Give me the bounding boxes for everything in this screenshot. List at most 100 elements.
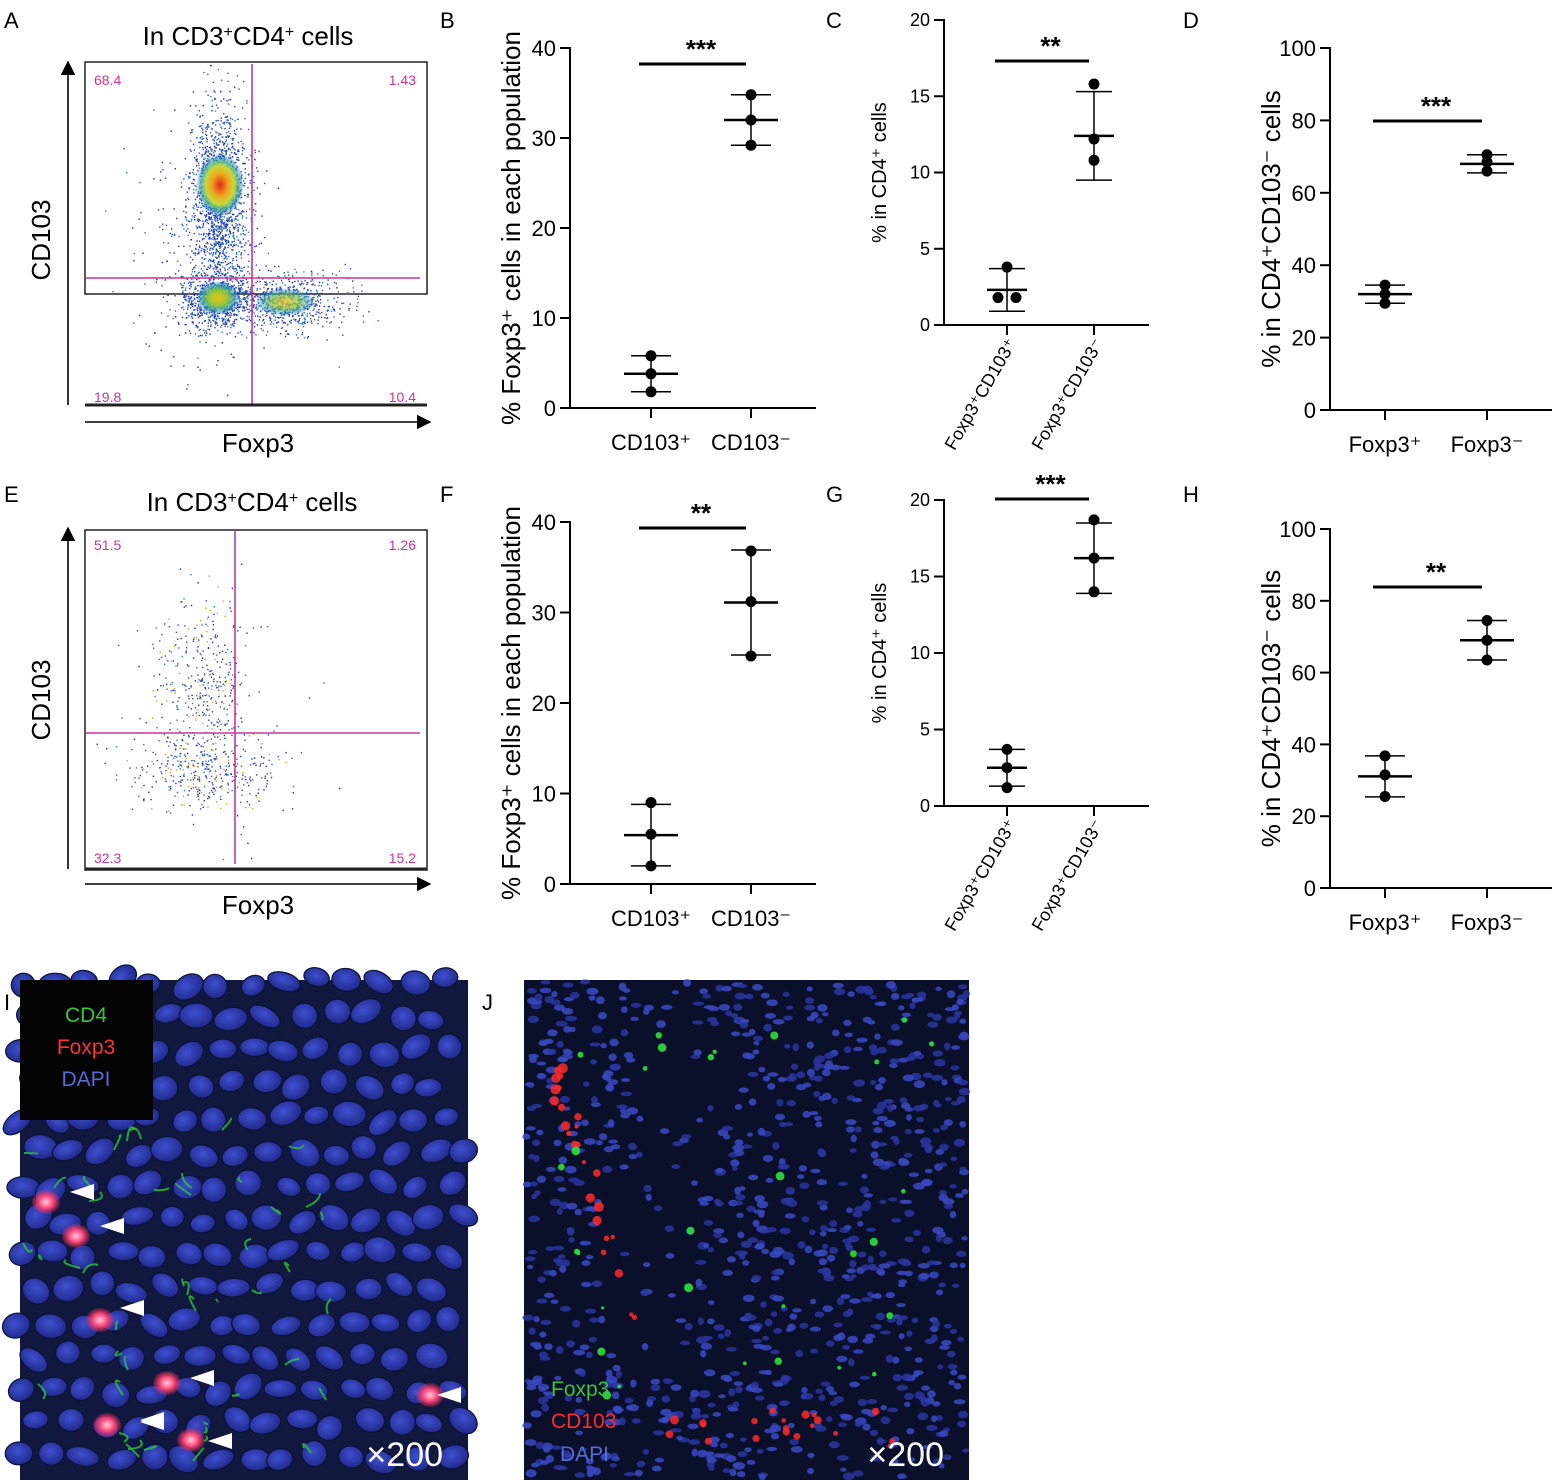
event-dot bbox=[227, 255, 230, 258]
event-dot bbox=[197, 335, 200, 337]
event-dot bbox=[224, 323, 226, 326]
event-dot bbox=[342, 334, 344, 336]
nucleus bbox=[733, 1381, 744, 1386]
quadrant-lr-a: 10.4 bbox=[389, 389, 416, 405]
nucleus bbox=[132, 1169, 163, 1196]
event-dot bbox=[188, 122, 190, 124]
nucleus bbox=[368, 1041, 401, 1069]
event-dot bbox=[148, 791, 150, 793]
event-dot bbox=[215, 147, 218, 149]
event-dot bbox=[214, 634, 217, 636]
event-dot bbox=[213, 246, 215, 248]
nucleus bbox=[810, 1298, 817, 1305]
event-dot bbox=[192, 823, 195, 826]
event-dot bbox=[196, 792, 199, 794]
nucleus bbox=[334, 1171, 365, 1193]
event-dot bbox=[213, 279, 215, 281]
event-dot bbox=[185, 605, 187, 607]
event-dot bbox=[220, 262, 223, 264]
event-dot bbox=[185, 287, 187, 289]
event-dot bbox=[291, 274, 294, 277]
event-dot bbox=[196, 649, 198, 651]
nucleus bbox=[742, 1260, 750, 1266]
nucleus bbox=[213, 1006, 249, 1032]
nucleus bbox=[849, 1259, 857, 1268]
event-dot bbox=[224, 227, 226, 229]
event-dot bbox=[214, 147, 216, 149]
event-dot bbox=[223, 708, 225, 710]
event-dot bbox=[219, 264, 222, 266]
event-dot bbox=[211, 149, 213, 151]
nucleus bbox=[364, 1449, 397, 1475]
event-dot bbox=[195, 786, 197, 788]
nucleus bbox=[566, 1340, 576, 1348]
event-dot bbox=[201, 154, 203, 156]
event-dot bbox=[238, 274, 241, 277]
event-dot bbox=[192, 299, 194, 302]
event-dot bbox=[192, 169, 195, 171]
event-dot bbox=[248, 311, 250, 313]
event-dot bbox=[182, 769, 184, 771]
event-dot bbox=[355, 309, 358, 311]
event-dot bbox=[255, 210, 257, 212]
event-dot bbox=[304, 320, 306, 322]
event-dot bbox=[186, 647, 188, 649]
nucleus bbox=[57, 1407, 85, 1432]
nucleus bbox=[416, 1009, 445, 1031]
event-dot bbox=[158, 673, 161, 676]
event-dot bbox=[266, 312, 268, 314]
nucleus bbox=[753, 1041, 760, 1046]
event-dot bbox=[191, 258, 194, 261]
event-dot bbox=[193, 252, 195, 254]
event-dot bbox=[152, 690, 154, 692]
event-dot bbox=[216, 687, 218, 689]
event-dot bbox=[253, 292, 255, 294]
event-dot bbox=[180, 752, 182, 755]
event-dot bbox=[179, 747, 181, 750]
event-dot bbox=[209, 253, 211, 255]
nucleus bbox=[891, 1218, 902, 1223]
event-dot bbox=[185, 323, 187, 326]
event-dot bbox=[205, 268, 208, 270]
nucleus bbox=[527, 1264, 534, 1270]
y-tick-label: 0 bbox=[920, 796, 930, 816]
event-dot bbox=[180, 307, 183, 309]
event-dot bbox=[202, 270, 204, 272]
event-dot bbox=[231, 219, 233, 221]
event-dot bbox=[239, 755, 242, 758]
data-point bbox=[745, 650, 757, 662]
event-dot bbox=[186, 278, 188, 281]
event-dot bbox=[172, 775, 174, 778]
event-dot bbox=[200, 206, 202, 209]
event-dot bbox=[199, 315, 201, 317]
nucleus bbox=[565, 1165, 577, 1174]
event-dot bbox=[241, 288, 243, 290]
event-dot bbox=[197, 206, 200, 208]
event-dot bbox=[235, 259, 238, 262]
event-dot bbox=[216, 216, 218, 219]
nucleus bbox=[687, 1423, 699, 1430]
event-dot bbox=[229, 682, 232, 685]
event-dot bbox=[187, 677, 190, 679]
cd4-signal bbox=[203, 1421, 209, 1425]
event-dot bbox=[299, 283, 301, 285]
event-dot bbox=[208, 764, 210, 766]
event-dot bbox=[232, 752, 234, 755]
event-dot bbox=[232, 232, 235, 234]
event-dot bbox=[224, 322, 227, 324]
event-dot bbox=[311, 278, 313, 281]
event-dot bbox=[162, 223, 164, 225]
nucleus bbox=[804, 1004, 816, 1011]
event-dot bbox=[185, 217, 187, 219]
event-dot bbox=[217, 324, 219, 326]
event-dot bbox=[206, 268, 209, 271]
nucleus bbox=[850, 1134, 857, 1143]
event-dot bbox=[265, 334, 268, 336]
event-dot bbox=[263, 182, 266, 185]
event-dot bbox=[230, 610, 232, 612]
event-dot bbox=[232, 156, 234, 158]
event-dot bbox=[357, 301, 359, 304]
cd4-signal bbox=[37, 1254, 43, 1261]
event-dot bbox=[201, 803, 203, 806]
